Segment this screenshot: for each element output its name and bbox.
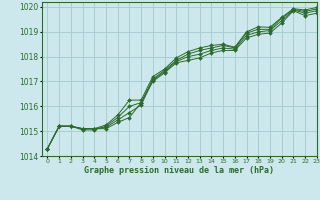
- X-axis label: Graphe pression niveau de la mer (hPa): Graphe pression niveau de la mer (hPa): [84, 166, 274, 175]
